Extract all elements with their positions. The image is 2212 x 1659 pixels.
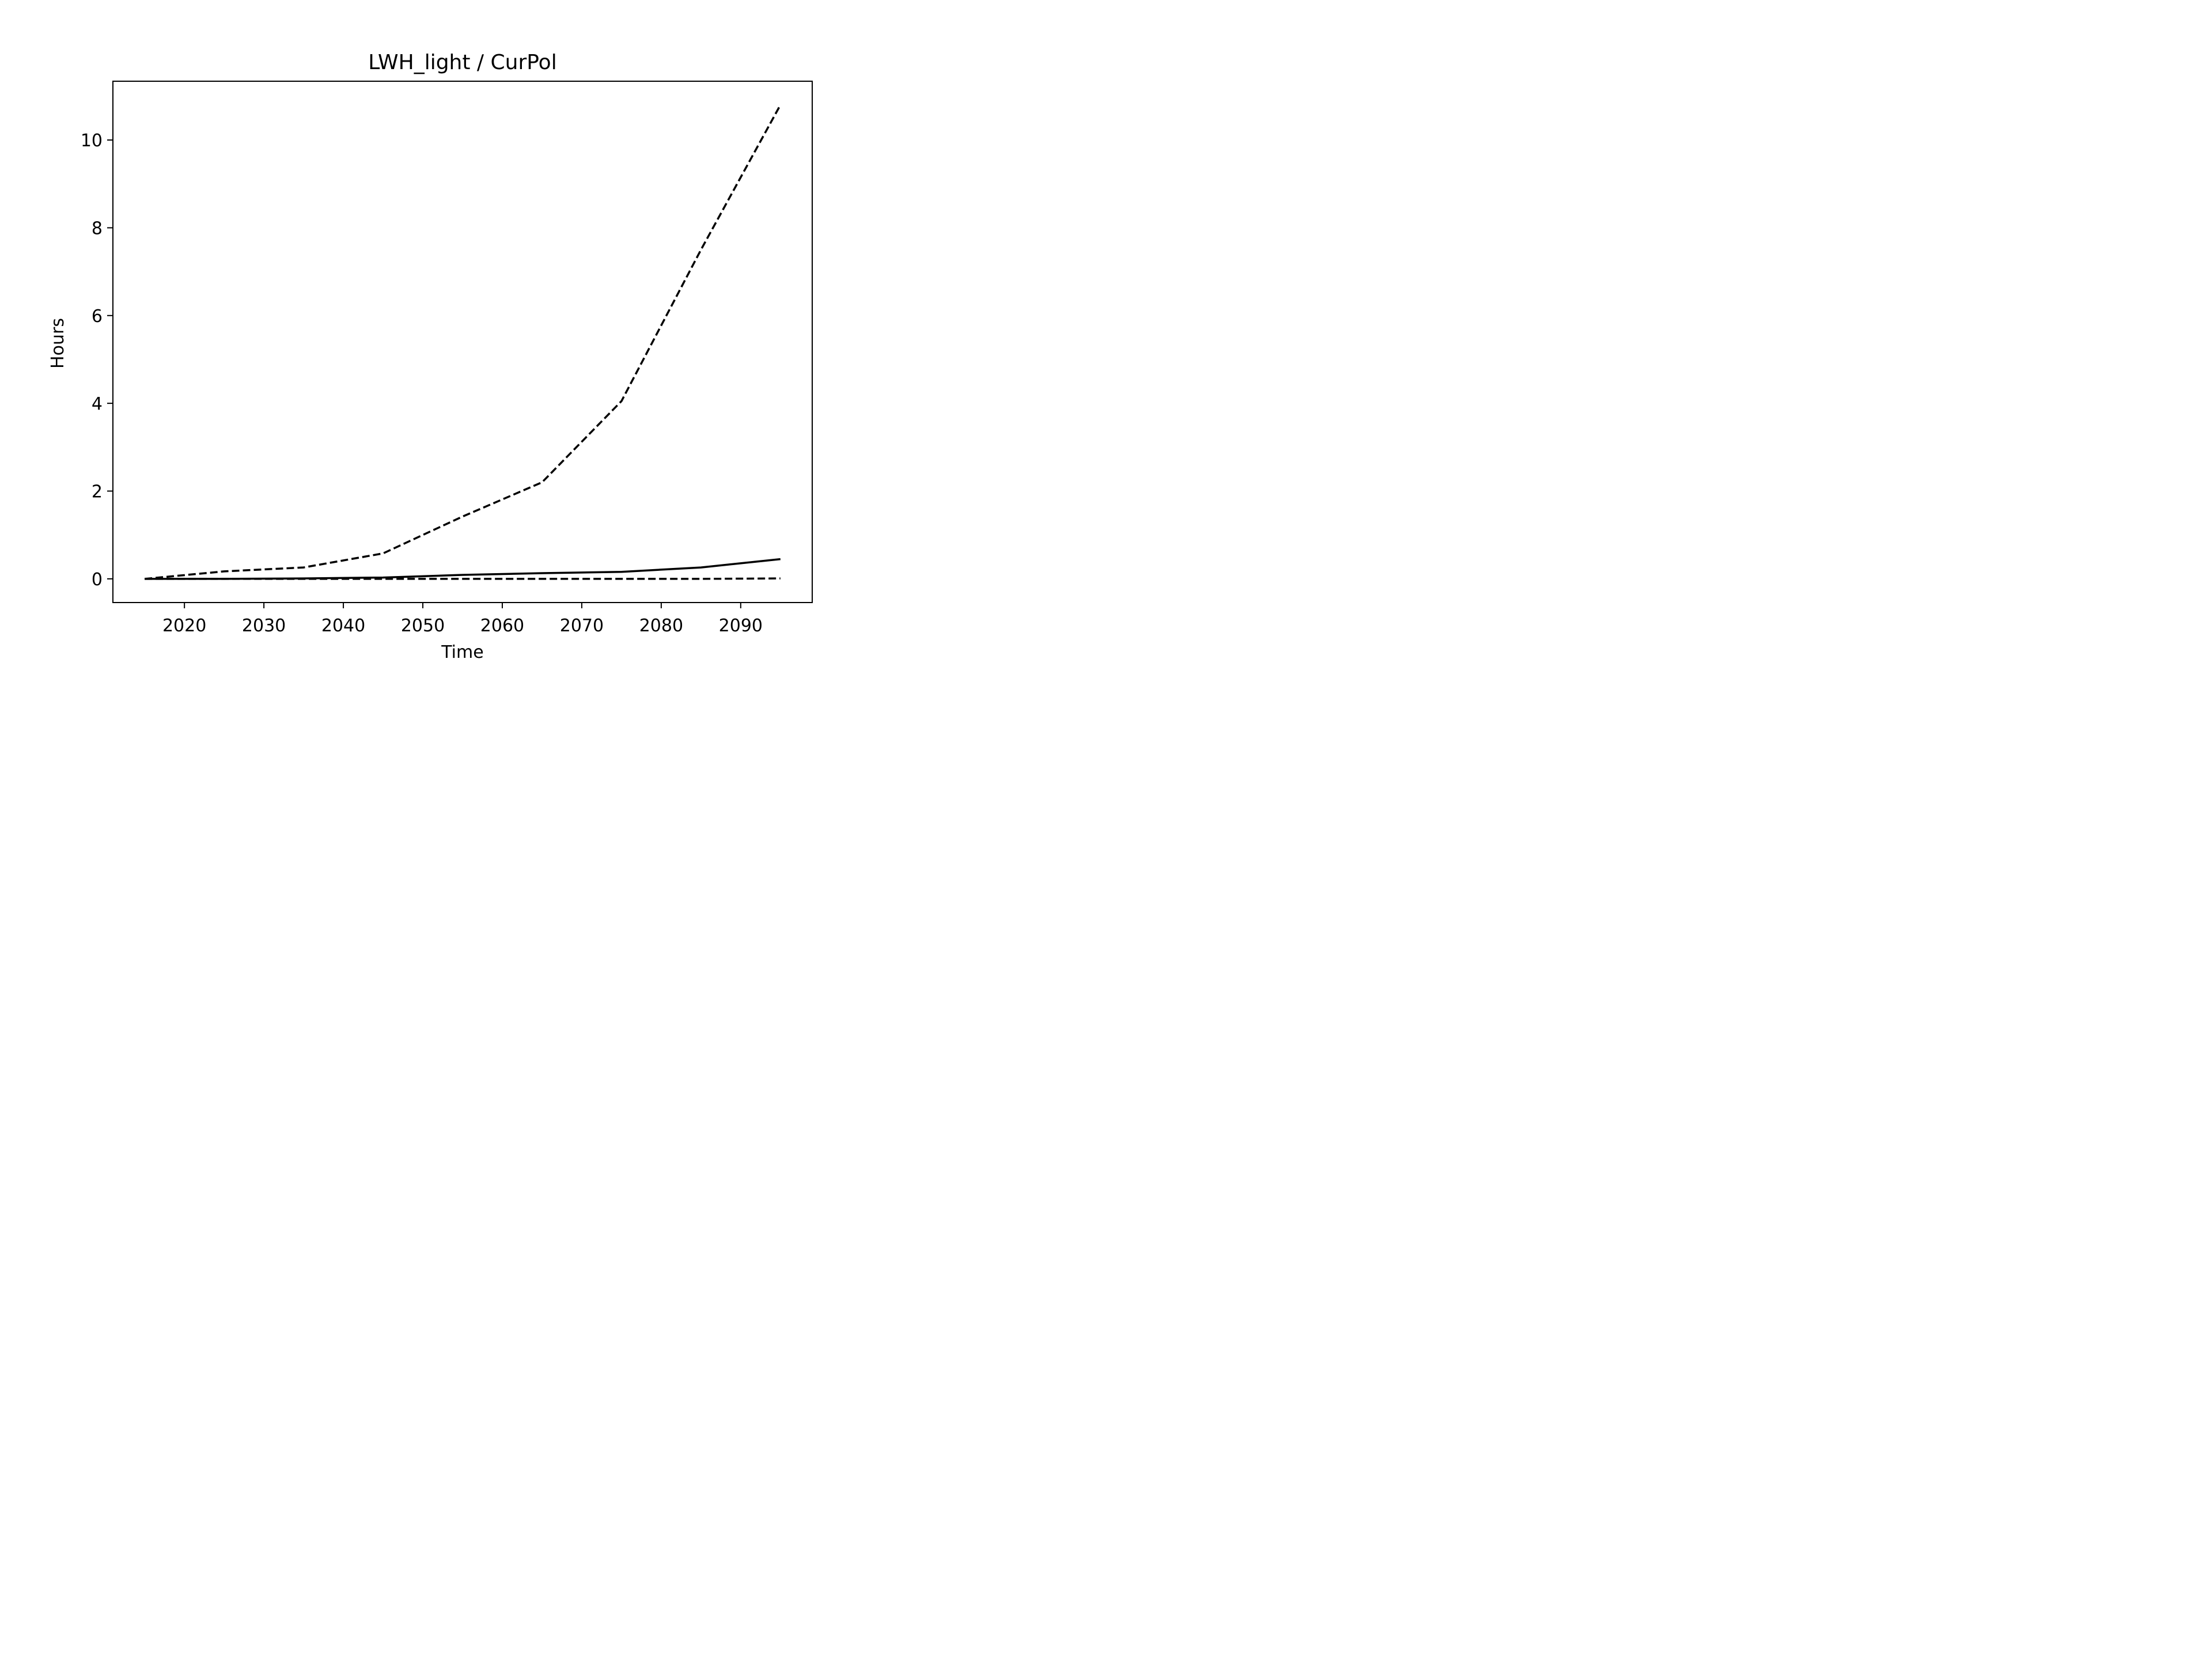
y-tick-label: 0 [92,570,103,590]
chart: LWH_light / CurPol 2020 2030 2040 2050 2060 2… [48,51,813,662]
x-tick-label: 2070 [560,616,604,636]
y-axis-label: Hours [48,318,68,369]
x-tick-label: 2040 [321,616,365,636]
x-axis: 2020 2030 2040 2050 2060 2070 2080 2090 [162,603,763,636]
x-tick-label: 2060 [480,616,524,636]
x-tick-label: 2050 [401,616,445,636]
series-line-3 [145,577,781,580]
x-tick-label: 2020 [162,616,206,636]
plot-frame [112,81,813,603]
series-line-1 [145,104,782,580]
y-tick-label: 6 [92,306,103,327]
x-axis-label: Time [441,642,483,662]
y-tick-label: 10 [81,131,103,151]
chart-title: LWH_light / CurPol [368,51,556,74]
plot-area [145,104,782,580]
y-axis: 0 2 4 6 8 10 [81,131,113,590]
x-tick-label: 2030 [242,616,286,636]
y-tick-label: 8 [92,218,103,238]
series-line-2 [145,558,781,580]
y-tick-label: 4 [92,394,103,414]
x-tick-label: 2080 [639,616,683,636]
y-tick-label: 2 [92,482,103,502]
x-tick-label: 2090 [719,616,763,636]
